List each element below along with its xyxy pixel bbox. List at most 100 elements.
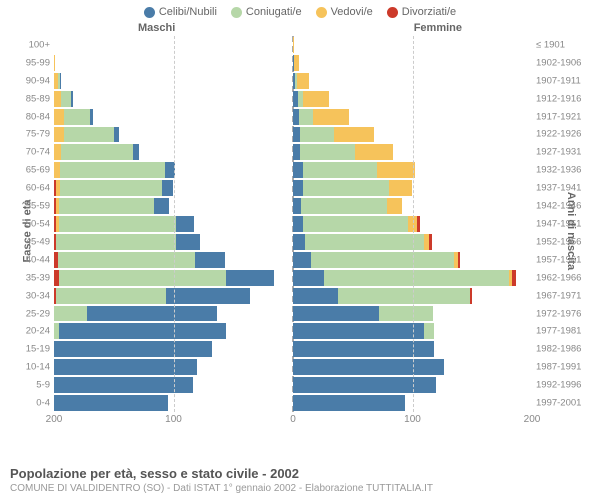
gridline — [174, 36, 175, 412]
gridline — [413, 36, 414, 412]
bar-segment — [60, 180, 162, 196]
bar-segment — [59, 270, 226, 286]
age-row: 75-791922-1926 — [54, 126, 532, 144]
age-row: 90-941907-1911 — [54, 72, 532, 90]
x-axis-ticks: 2001000100200 — [54, 414, 532, 428]
legend-dot-icon — [316, 7, 327, 18]
age-row: 50-541947-1951 — [54, 215, 532, 233]
bar-segment — [114, 127, 119, 143]
birth-label: 1997-2001 — [532, 398, 590, 409]
age-label: 0-4 — [12, 398, 54, 409]
bar-segment — [429, 234, 431, 250]
bar-segment — [176, 234, 200, 250]
age-row: 30-341967-1971 — [54, 287, 532, 305]
age-label: 85-89 — [12, 93, 54, 104]
bar-segment — [293, 37, 294, 53]
bar-segment — [54, 341, 212, 357]
bar-segment — [293, 127, 300, 143]
bar-segment — [293, 323, 424, 339]
bar-segment — [297, 73, 309, 89]
age-row: 45-491952-1956 — [54, 233, 532, 251]
x-tick-label: 200 — [524, 414, 541, 425]
age-label: 20-24 — [12, 326, 54, 337]
x-tick-label: 100 — [404, 414, 421, 425]
age-label: 45-49 — [12, 236, 54, 247]
bar-segment — [226, 270, 274, 286]
bar-segment — [54, 377, 193, 393]
bar-segment — [60, 73, 61, 89]
bar-segment — [470, 288, 472, 304]
bar-segment — [54, 395, 168, 411]
legend-label: Celibi/Nubili — [159, 6, 217, 18]
bar-segment — [417, 216, 419, 232]
age-label: 65-69 — [12, 165, 54, 176]
birth-label: 1922-1926 — [532, 129, 590, 140]
bar-segment — [389, 180, 413, 196]
bar-segment — [293, 180, 303, 196]
bar-segment — [293, 306, 379, 322]
x-tick-label: 200 — [46, 414, 63, 425]
age-row: 65-691932-1936 — [54, 161, 532, 179]
birth-label: 1987-1991 — [532, 362, 590, 373]
age-row: 60-641937-1941 — [54, 179, 532, 197]
bar-segment — [61, 144, 133, 160]
legend-item: Coniugati/e — [231, 6, 302, 18]
age-label: 55-59 — [12, 201, 54, 212]
age-label: 50-54 — [12, 218, 54, 229]
bar-segment — [54, 91, 61, 107]
birth-label: 1927-1931 — [532, 147, 590, 158]
legend: Celibi/NubiliConiugati/eVedovi/eDivorzia… — [0, 0, 600, 18]
bar-segment — [60, 162, 165, 178]
bar-segment — [59, 323, 226, 339]
age-row: 95-991902-1906 — [54, 54, 532, 72]
legend-label: Vedovi/e — [331, 6, 373, 18]
x-tick-label: 0 — [290, 414, 296, 425]
age-row: 100+≤ 1901 — [54, 36, 532, 54]
bar-segment — [313, 109, 349, 125]
birth-label: 1912-1916 — [532, 93, 590, 104]
bar-segment — [59, 216, 176, 232]
bar-segment — [54, 127, 64, 143]
age-label: 75-79 — [12, 129, 54, 140]
age-row: 5-91992-1996 — [54, 376, 532, 394]
bar-segment — [293, 198, 301, 214]
bar-segment — [338, 288, 469, 304]
bar-segment — [293, 377, 436, 393]
bar-segment — [293, 216, 303, 232]
chart-subtitle: COMUNE DI VALDIDENTRO (SO) - Dati ISTAT … — [10, 483, 433, 494]
bar-segment — [87, 306, 216, 322]
bar-segment — [301, 198, 387, 214]
legend-label: Coniugati/e — [246, 6, 302, 18]
legend-dot-icon — [144, 7, 155, 18]
bar-segment — [379, 306, 433, 322]
age-label: 60-64 — [12, 183, 54, 194]
bar-segment — [424, 323, 434, 339]
bar-segment — [54, 359, 197, 375]
bar-segment — [54, 55, 55, 71]
legend-dot-icon — [231, 7, 242, 18]
birth-label: 1982-1986 — [532, 344, 590, 355]
birth-label: 1962-1966 — [532, 272, 590, 283]
age-label: 25-29 — [12, 308, 54, 319]
age-label: 30-34 — [12, 290, 54, 301]
bar-segment — [293, 252, 311, 268]
bar-segment — [293, 234, 305, 250]
birth-label: 1972-1976 — [532, 308, 590, 319]
age-label: 80-84 — [12, 111, 54, 122]
age-label: 95-99 — [12, 57, 54, 68]
bar-segment — [293, 144, 300, 160]
bar-segment — [162, 180, 174, 196]
bar-segment — [303, 180, 389, 196]
bar-segment — [195, 252, 225, 268]
age-row: 80-841917-1921 — [54, 108, 532, 126]
bar-segment — [154, 198, 168, 214]
x-tick-label: 100 — [165, 414, 182, 425]
bar-segment — [54, 306, 87, 322]
age-row: 0-41997-2001 — [54, 394, 532, 412]
legend-item: Celibi/Nubili — [144, 6, 217, 18]
bar-segment — [54, 144, 61, 160]
bar-segment — [305, 234, 425, 250]
bar-segment — [71, 91, 73, 107]
age-row: 20-241977-1981 — [54, 322, 532, 340]
bar-segment — [64, 109, 90, 125]
